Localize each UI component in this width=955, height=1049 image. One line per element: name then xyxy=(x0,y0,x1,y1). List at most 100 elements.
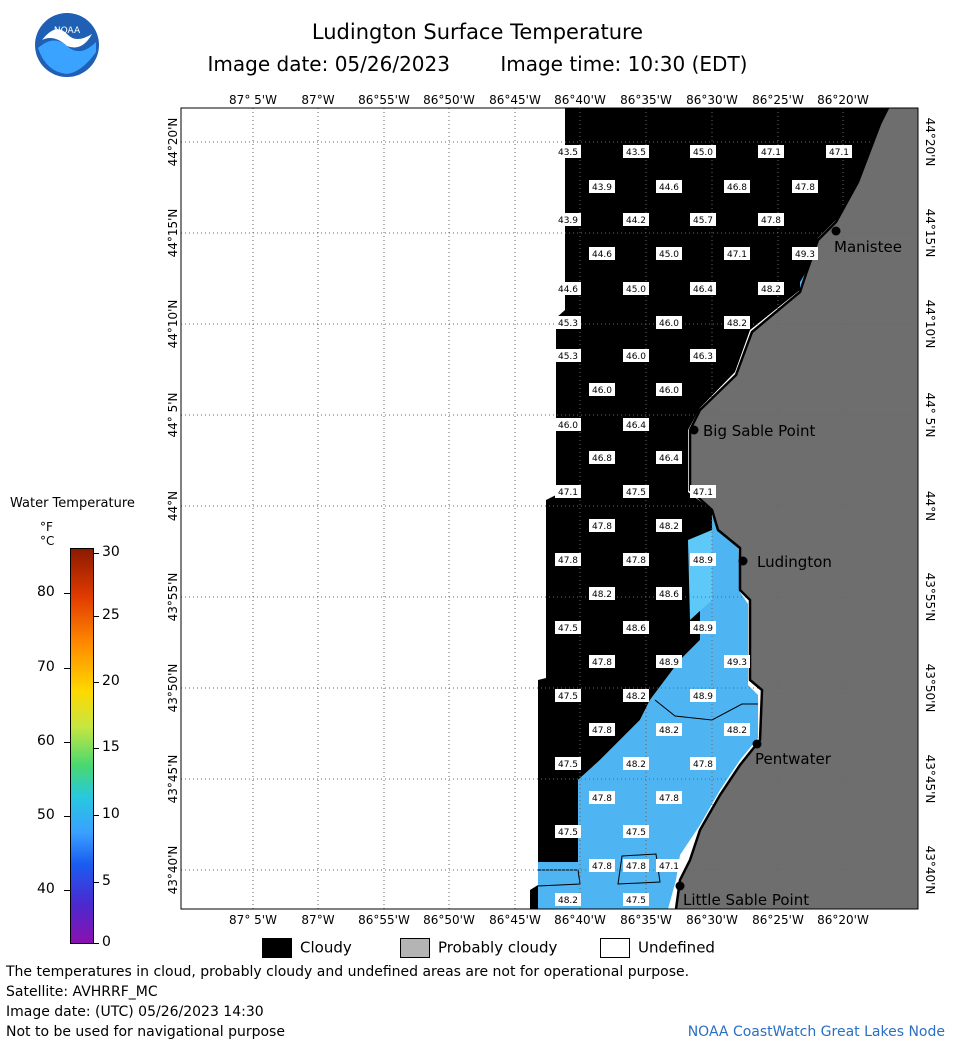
svg-text:44.6: 44.6 xyxy=(592,250,612,260)
lat-label: 44°N xyxy=(923,491,937,521)
image-date: Image date: 05/26/2023 xyxy=(207,52,450,76)
coastline xyxy=(674,107,890,910)
legend-title: Water Temperature xyxy=(10,496,135,511)
land-region xyxy=(676,108,918,909)
lat-label: 43°55'N xyxy=(923,573,937,622)
svg-text:46.8: 46.8 xyxy=(727,183,747,193)
temperature-label: 46.4 xyxy=(656,451,682,464)
temperature-label: 46.0 xyxy=(656,383,682,396)
lat-label: 44°10'N xyxy=(166,300,180,349)
svg-text:47.1: 47.1 xyxy=(829,148,849,158)
temperature-label: 47.5 xyxy=(555,757,581,770)
lon-label: 86°35'W xyxy=(620,93,672,107)
svg-text:47.1: 47.1 xyxy=(659,862,679,872)
lat-label: 44°20'N xyxy=(923,118,937,167)
svg-text:46.0: 46.0 xyxy=(626,352,646,362)
scale-f-tick: 40 xyxy=(37,881,55,897)
svg-text:49.3: 49.3 xyxy=(727,658,747,668)
temperature-label: 47.5 xyxy=(623,893,649,906)
temperature-label: 47.8 xyxy=(623,553,649,566)
temperature-label: 47.5 xyxy=(555,825,581,838)
temperature-label: 45.3 xyxy=(555,316,581,329)
lat-label: 43°40'N xyxy=(923,846,937,895)
temperature-label: 47.8 xyxy=(589,723,615,736)
svg-text:48.2: 48.2 xyxy=(659,522,679,532)
svg-text:46.4: 46.4 xyxy=(626,421,646,431)
place-manistee: Manistee xyxy=(831,226,902,256)
svg-text:44.6: 44.6 xyxy=(558,285,578,295)
svg-text:48.6: 48.6 xyxy=(626,624,646,634)
svg-text:47.5: 47.5 xyxy=(558,760,578,770)
legend-units: °F°C xyxy=(40,520,130,548)
lon-labels-bottom: 87° 5'W 87°W 86°55'W 86°50'W 86°45'W 86°40'W 8… xyxy=(229,913,869,927)
temperature-label: 47.8 xyxy=(656,791,682,804)
lon-label: 86°20'W xyxy=(817,93,869,107)
svg-text:44.6: 44.6 xyxy=(659,183,679,193)
map-frame xyxy=(180,107,919,910)
svg-text:48.9: 48.9 xyxy=(693,692,713,702)
svg-text:43.5: 43.5 xyxy=(626,148,646,158)
lat-label: 44° 5'N xyxy=(166,393,180,438)
lon-label: 87°W xyxy=(301,913,334,927)
svg-text:Ludington: Ludington xyxy=(757,553,832,571)
svg-text:48.2: 48.2 xyxy=(626,692,646,702)
image-time: Image time: 10:30 (EDT) xyxy=(500,52,748,76)
temperature-label: 47.8 xyxy=(623,859,649,872)
temperature-label: 44.6 xyxy=(656,180,682,193)
credit-link[interactable]: NOAA CoastWatch Great Lakes Node xyxy=(687,1024,945,1040)
svg-text:48.2: 48.2 xyxy=(558,896,578,906)
lon-label: 86°55'W xyxy=(358,913,410,927)
place-markers: Manistee Big Sable Point Ludington Pentwate… xyxy=(675,226,902,909)
temperature-label: 47.8 xyxy=(555,553,581,566)
key-undefined: Undefined xyxy=(600,938,715,958)
svg-text:NOAA: NOAA xyxy=(54,26,81,36)
svg-text:48.2: 48.2 xyxy=(761,285,781,295)
key-cloudy: Cloudy xyxy=(262,938,352,958)
temperature-label: 46.4 xyxy=(690,282,716,295)
temperature-label: 47.1 xyxy=(656,859,682,872)
lat-label: 44°15'N xyxy=(166,209,180,258)
color-scale-bar xyxy=(70,548,94,944)
scale-c-tick: 15 xyxy=(102,739,120,755)
lon-label: 86°55'W xyxy=(358,93,410,107)
svg-text:47.8: 47.8 xyxy=(592,522,612,532)
lon-label: 86°40'W xyxy=(554,93,606,107)
svg-text:47.8: 47.8 xyxy=(592,862,612,872)
temperature-label: 48.9 xyxy=(656,655,682,668)
svg-text:47.5: 47.5 xyxy=(558,828,578,838)
temperature-label: 46.0 xyxy=(555,418,581,431)
scale-c-tick: 10 xyxy=(102,806,120,822)
svg-text:46.4: 46.4 xyxy=(659,454,679,464)
noaa-logo: NOAA xyxy=(34,12,100,78)
svg-text:47.8: 47.8 xyxy=(592,726,612,736)
temperature-label: 46.3 xyxy=(690,349,716,362)
place-pentwater: Pentwater xyxy=(752,739,832,768)
svg-text:46.0: 46.0 xyxy=(659,319,679,329)
svg-text:48.2: 48.2 xyxy=(592,590,612,600)
place-ludington: Ludington xyxy=(738,553,832,571)
temperature-label: 47.1 xyxy=(555,485,581,498)
temperature-label: 43.9 xyxy=(555,213,581,226)
page-title: Ludington Surface Temperature xyxy=(311,20,644,44)
footer-image-date: Image date: (UTC) 05/26/2023 14:30 xyxy=(6,1004,264,1020)
lon-label: 87° 5'W xyxy=(229,93,277,107)
svg-text:47.5: 47.5 xyxy=(626,828,646,838)
temperature-label: 46.0 xyxy=(589,383,615,396)
svg-text:Pentwater: Pentwater xyxy=(755,750,832,768)
temperature-label: 44.6 xyxy=(555,282,581,295)
lon-label: 86°25'W xyxy=(752,93,804,107)
temperature-label: 46.0 xyxy=(623,349,649,362)
lat-label: 43°50'N xyxy=(166,664,180,713)
place-little-sable-point: Little Sable Point xyxy=(675,881,809,909)
temperature-label: 48.2 xyxy=(623,757,649,770)
svg-text:48.2: 48.2 xyxy=(727,319,747,329)
svg-text:46.0: 46.0 xyxy=(659,386,679,396)
temperature-label: 47.1 xyxy=(724,247,750,260)
svg-text:48.2: 48.2 xyxy=(659,726,679,736)
temperature-label: 47.1 xyxy=(758,145,784,158)
lat-label: 44°10'N xyxy=(923,300,937,349)
temperature-label: 47.8 xyxy=(792,180,818,193)
footer-satellite: Satellite: AVHRRF_MC xyxy=(6,984,158,1000)
svg-text:49.3: 49.3 xyxy=(795,250,815,260)
temperature-label: 43.5 xyxy=(555,145,581,158)
